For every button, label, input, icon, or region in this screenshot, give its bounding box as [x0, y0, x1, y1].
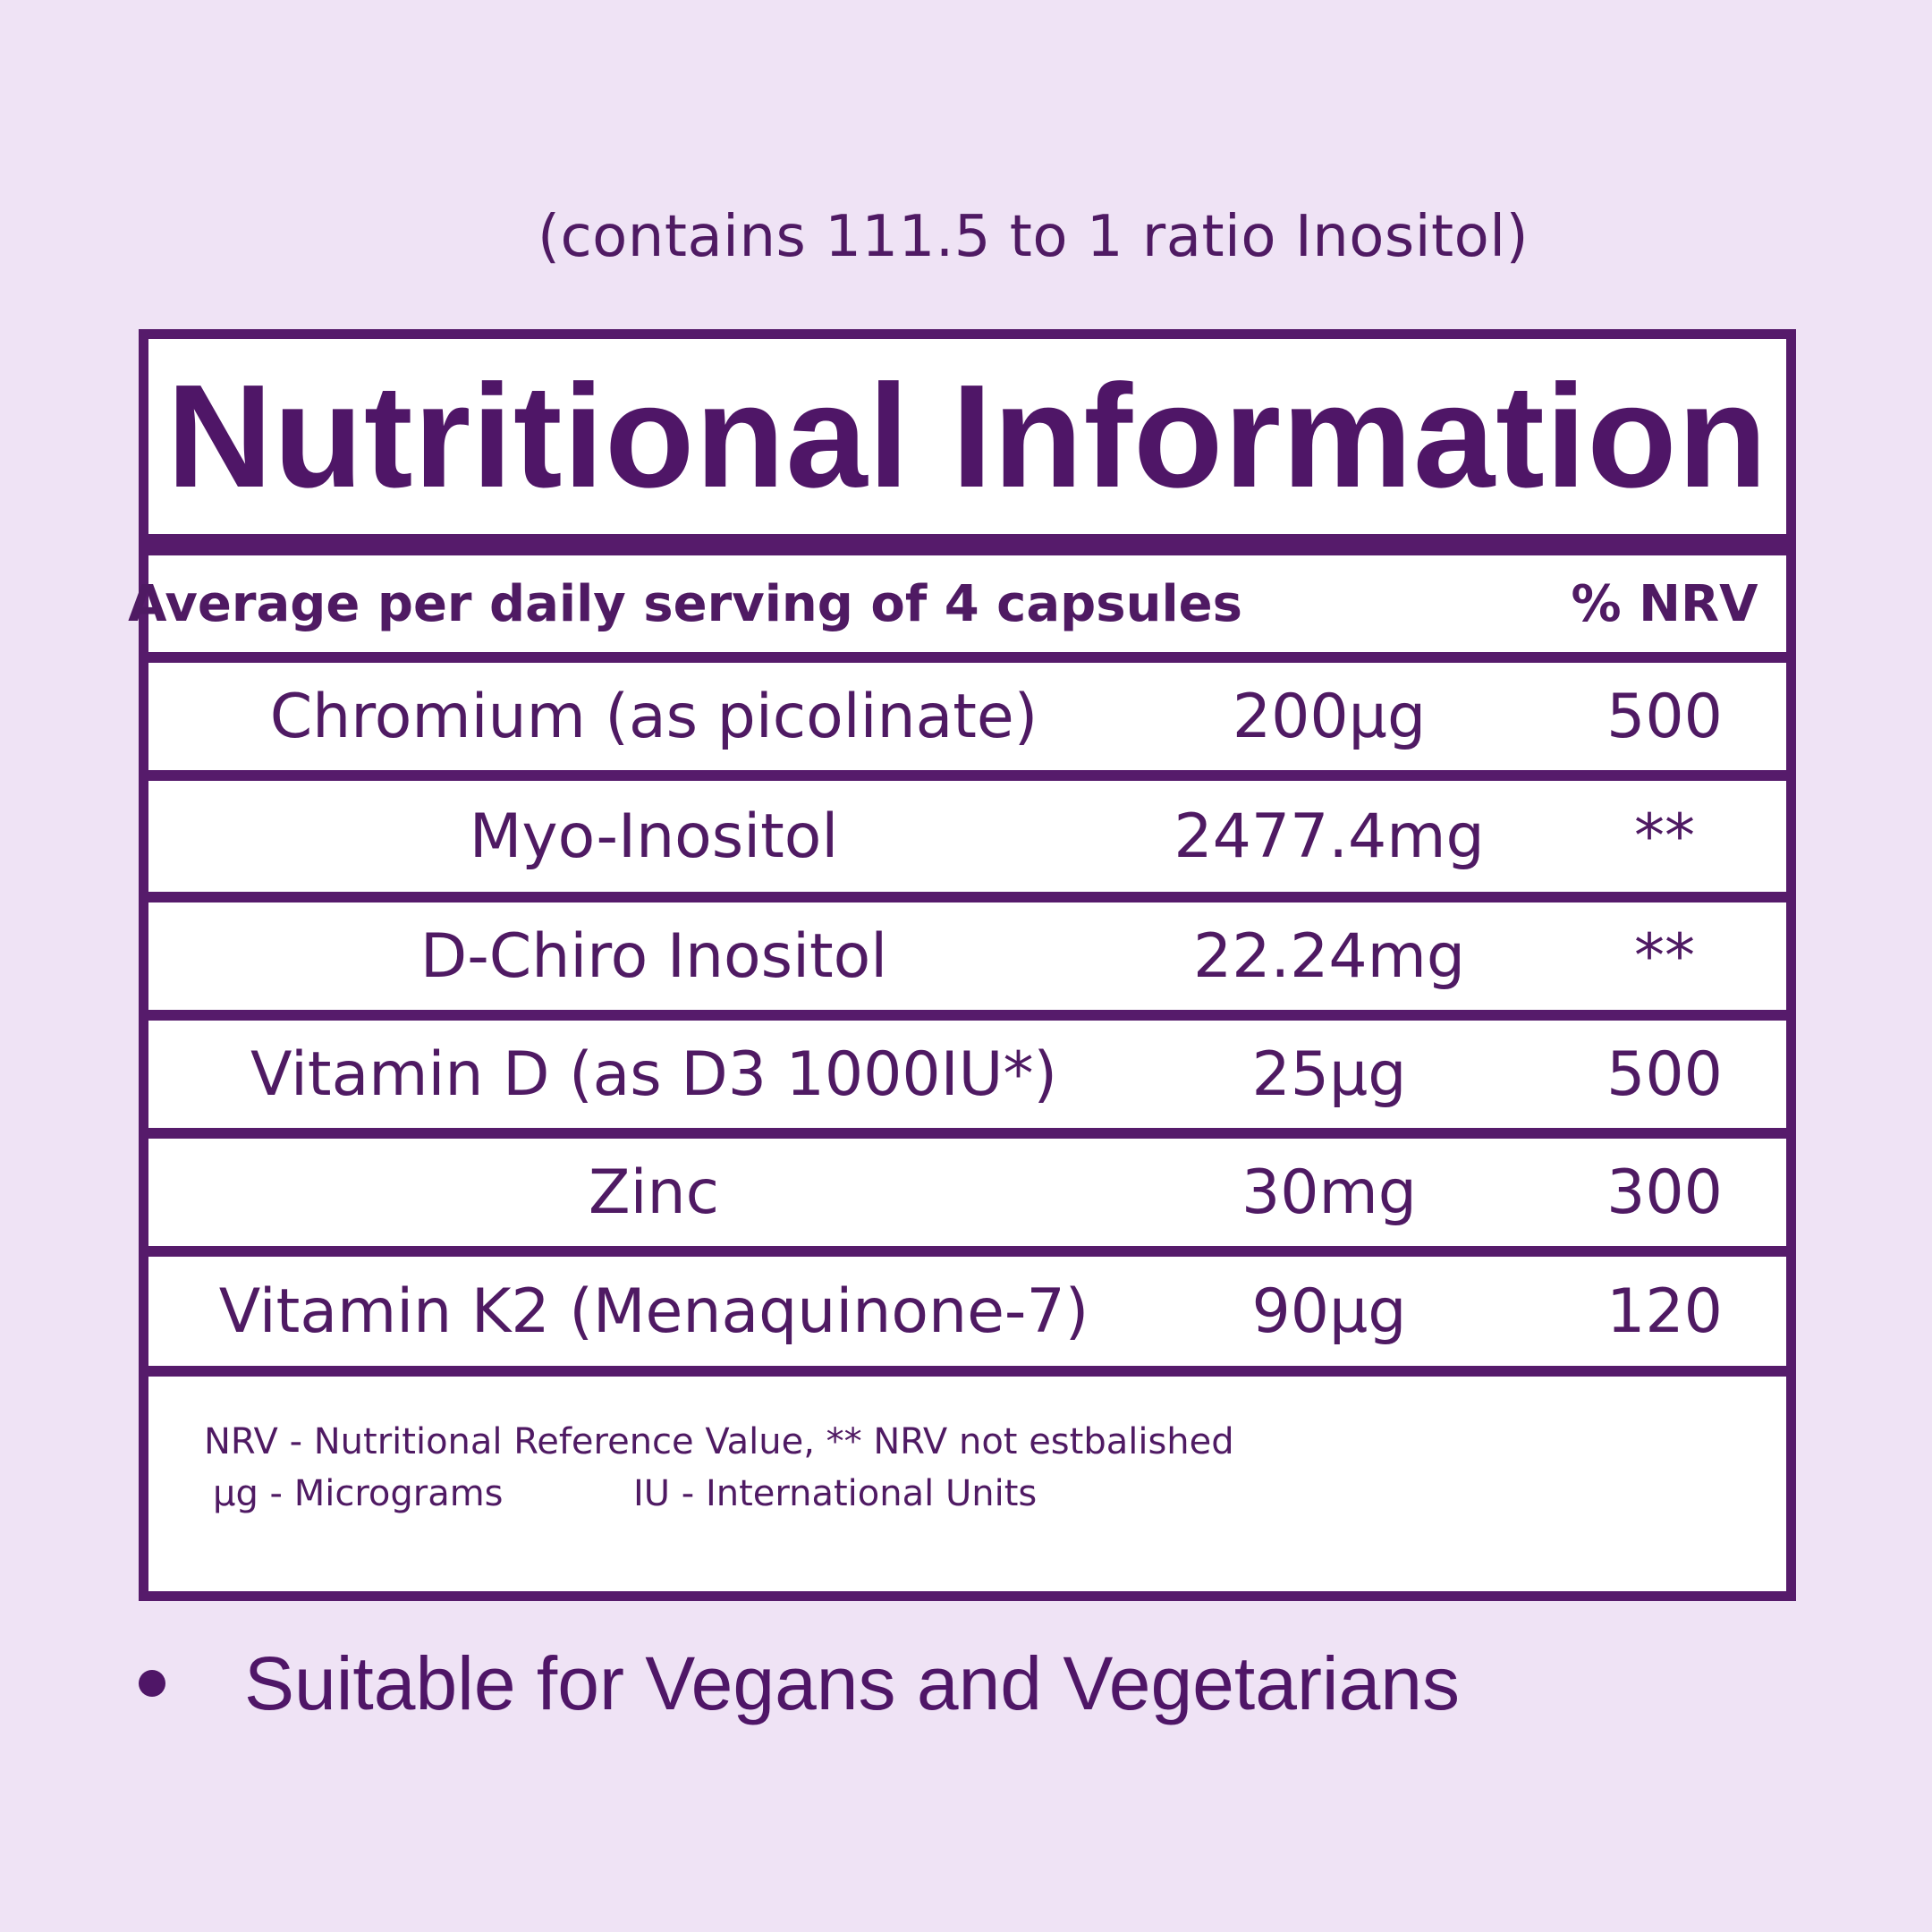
row-divider — [148, 770, 1786, 781]
table-row: Vitamin K2 (Menaquinone-7) 90µg 120 — [148, 1257, 1786, 1366]
table-header-row: Average per daily serving of 4 capsules … — [128, 555, 1786, 652]
nutrient-name: Chromium (as picolinate) — [269, 681, 1038, 752]
row-divider — [148, 1128, 1786, 1139]
table-row: Vitamin D (as D3 1000IU*) 25µg 500 — [148, 1021, 1786, 1128]
table-row: Zinc 30mg 300 — [148, 1139, 1786, 1246]
nutrient-nrv: ** — [1634, 801, 1695, 872]
ratio-subtitle: (contains 111.5 to 1 ratio Inositol) — [537, 204, 1530, 270]
row-divider — [148, 1246, 1786, 1257]
bullet-dot-icon — [139, 1670, 165, 1697]
table-row: D-Chiro Inositol 22.24mg ** — [148, 902, 1786, 1010]
nutrient-name: Vitamin K2 (Menaquinone-7) — [218, 1275, 1089, 1347]
nutrient-amount: 30mg — [1241, 1157, 1417, 1228]
row-divider — [148, 652, 1786, 663]
table-row: Chromium (as picolinate) 200µg 500 — [148, 663, 1786, 770]
row-divider — [148, 1010, 1786, 1021]
nutrient-amount: 25µg — [1251, 1038, 1407, 1110]
nutrition-panel: Nutritional Information Average per dail… — [128, 329, 1796, 1601]
nutrient-amount: 2477.4mg — [1174, 801, 1485, 872]
nutrient-amount: 200µg — [1232, 681, 1427, 752]
nutrient-nrv: 500 — [1606, 681, 1723, 752]
nutrient-nrv: 300 — [1606, 1157, 1723, 1228]
serving-header: Average per daily serving of 4 capsules — [128, 574, 1242, 633]
nutrient-name: Zinc — [589, 1157, 719, 1228]
footnote-iu: IU - International Units — [633, 1473, 1038, 1514]
footnote-units: µg - Micrograms IU - International Units — [213, 1473, 1037, 1514]
nutrient-amount: 90µg — [1251, 1275, 1407, 1347]
nutrient-amount: 22.24mg — [1192, 920, 1466, 992]
footnote-nrv: NRV - Nutritional Reference Value, ** NR… — [204, 1421, 1234, 1462]
nutrient-name: Myo-Inositol — [469, 801, 839, 872]
vegan-bullet: Suitable for Vegans and Vegetarians — [139, 1639, 1460, 1728]
nutrient-name: Vitamin D (as D3 1000IU*) — [250, 1038, 1057, 1110]
row-divider — [148, 1366, 1786, 1377]
nrv-header: % NRV — [1571, 574, 1758, 633]
nutrient-name: D-Chiro Inositol — [419, 920, 888, 992]
footnote-micrograms: µg - Micrograms — [213, 1473, 504, 1514]
vegan-bullet-text: Suitable for Vegans and Vegetarians — [244, 1640, 1461, 1725]
row-divider — [148, 892, 1786, 902]
table-row: Myo-Inositol 2477.4mg ** — [148, 781, 1786, 892]
nutrient-nrv: ** — [1634, 920, 1695, 992]
nutrient-nrv: 500 — [1606, 1038, 1723, 1110]
nutrient-nrv: 120 — [1606, 1275, 1723, 1347]
title-divider — [148, 534, 1786, 555]
panel-title: Nutritional Information — [166, 354, 1768, 518]
